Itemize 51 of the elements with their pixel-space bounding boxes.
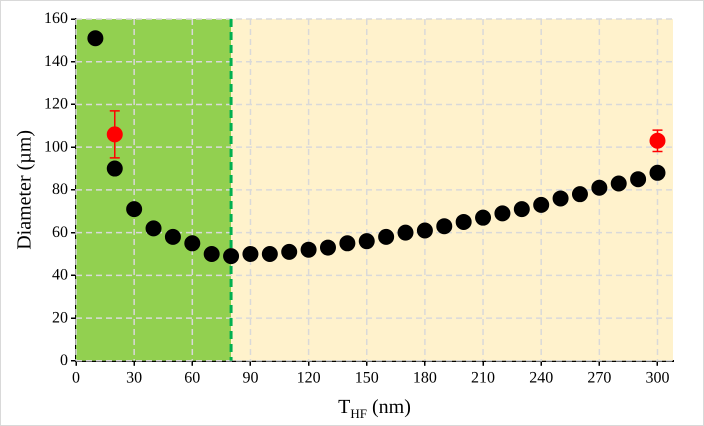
point [591,180,608,196]
x-tick-label: 270 [587,370,612,387]
point [494,205,510,222]
point [436,218,452,234]
x-tick-label: 90 [242,370,258,387]
point [106,160,123,177]
point [630,171,646,188]
y-tick-label: 20 [52,309,68,326]
point [281,244,298,260]
point [87,30,104,46]
point [514,201,530,218]
point [649,164,666,181]
y-tick-label: 80 [52,181,68,198]
x-tick-label: 210 [471,370,496,387]
point [164,228,181,245]
point [320,240,336,256]
y-tick-label: 140 [44,52,68,70]
y-axis-title: Diameter (µm) [13,130,36,250]
x-tick-label: 120 [296,370,321,387]
x-tick-label: 180 [412,370,437,387]
x-tick-label: 60 [184,370,200,387]
y-tick-label: 60 [52,224,68,241]
x-tick-label: 300 [645,370,670,387]
point [610,175,627,192]
point [475,210,492,226]
y-tick-label: 120 [44,96,68,113]
point [204,246,220,262]
point [378,228,394,245]
point [126,201,142,218]
y-tick-label: 40 [52,266,68,284]
y-tick-label: 100 [44,138,68,156]
point [572,186,588,202]
point [223,248,240,264]
point [184,235,200,252]
point [300,242,317,258]
point [552,190,569,206]
point [358,233,375,250]
point [456,214,472,230]
point [146,220,162,236]
point [242,246,258,262]
point [533,196,550,213]
point [398,224,414,241]
point [416,222,433,238]
x-tick-label: 30 [126,370,142,387]
point [339,235,356,252]
x-tick-label: 150 [354,370,379,387]
x-tick-label: 240 [529,370,554,387]
x-tick-label: 0 [72,370,80,387]
y-tick-label: 160 [44,10,68,28]
point [262,246,278,262]
y-tick-label: 0 [60,352,68,370]
